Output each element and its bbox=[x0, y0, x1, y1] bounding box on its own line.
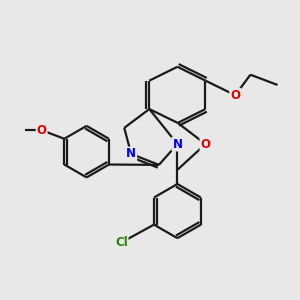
Text: O: O bbox=[200, 138, 211, 151]
Text: N: N bbox=[172, 138, 182, 151]
Text: O: O bbox=[37, 124, 47, 137]
Text: O: O bbox=[230, 89, 240, 102]
Text: N: N bbox=[126, 148, 136, 160]
Text: Cl: Cl bbox=[115, 236, 128, 249]
